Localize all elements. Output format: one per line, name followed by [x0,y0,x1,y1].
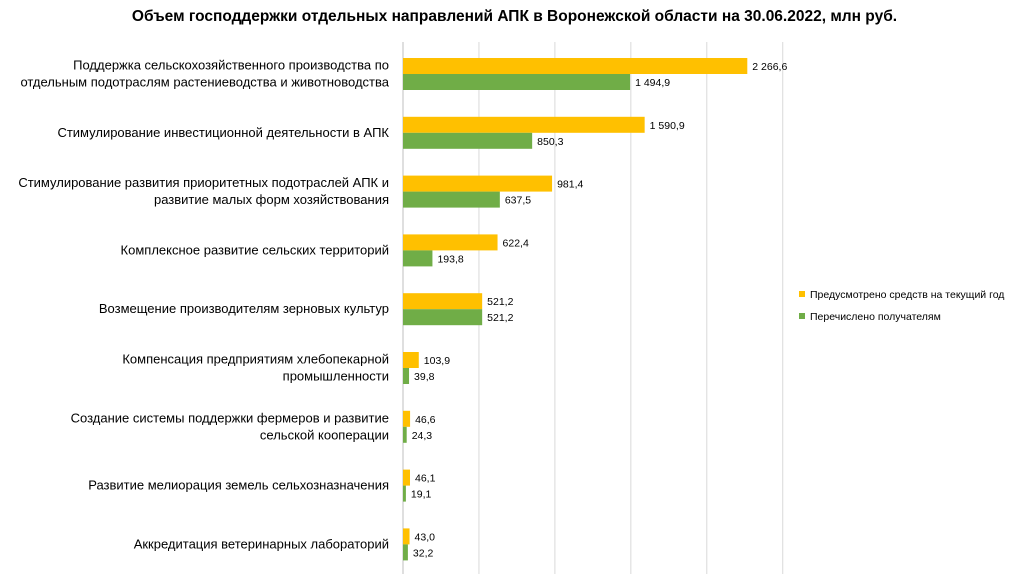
bar-transferred [403,309,483,326]
category-label: Поддержка сельскохозяйственного производ… [20,58,389,90]
category-label: Развитие мелиорация земель сельхозназнач… [88,478,389,493]
data-label: 622,4 [503,237,529,249]
category-label: Стимулирование развития приоритетных под… [18,175,389,207]
bar-planned [403,58,748,74]
bar-planned [403,175,553,192]
data-label: 1 494,9 [635,77,670,89]
data-label: 43,0 [415,531,436,543]
data-label: 637,5 [505,195,531,207]
data-label: 46,1 [415,473,436,485]
bar-transferred [403,426,407,443]
category-label: Аккредитация ветеринарных лабораторий [134,536,389,551]
legend-swatch [799,291,805,297]
data-label: 521,2 [487,312,513,324]
bar-planned [403,410,411,427]
category-label: Возмещение производителям зерновых культ… [99,301,389,316]
data-label: 46,6 [415,414,436,426]
bar-planned [403,234,498,251]
category-label: Комплексное развитие сельских территорий [121,242,389,257]
data-label: 1 590,9 [650,120,685,132]
bar-transferred [403,485,406,502]
legend: Предусмотрено средств на текущий год Пере… [799,289,1004,323]
category-labels: Поддержка сельскохозяйственного производ… [18,58,389,552]
bar-transferred [403,191,500,208]
bar-planned [403,528,410,545]
bar-transferred [403,368,410,384]
bar-planned [403,116,645,133]
data-label: 521,2 [487,296,513,308]
bar-transferred [403,74,631,90]
bar-planned [403,469,411,486]
data-label: 2 266,6 [752,61,787,73]
data-label: 103,9 [424,355,450,367]
category-label: Компенсация предприятиям хлебопекарной пр… [122,352,389,384]
bar-planned [403,293,483,310]
legend-label: Предусмотрено средств на текущий год [810,289,1004,301]
data-label: 850,3 [537,136,563,148]
legend-label: Перечислено получателям [810,311,941,323]
chart-title: Объем господдержки отдельных направлений… [131,8,898,25]
data-label: 19,1 [411,489,432,501]
data-label: 39,8 [414,371,435,383]
bar-transferred [403,132,533,149]
data-label: 24,3 [412,430,433,442]
bars: 2 266,6 1 494,9 1 590,9 850,3 981,4 637,5 622,… [403,58,787,561]
bar-transferred [403,250,433,267]
data-label: 193,8 [437,253,463,265]
data-label: 32,2 [413,547,434,559]
legend-swatch [799,313,805,319]
category-label: Стимулирование инвестиционной деятельнос… [57,125,389,140]
category-label: Создание системы поддержки фермеров и ра… [71,410,389,442]
data-label: 981,4 [557,179,583,191]
bar-transferred [403,544,408,561]
bar-planned [403,352,419,368]
